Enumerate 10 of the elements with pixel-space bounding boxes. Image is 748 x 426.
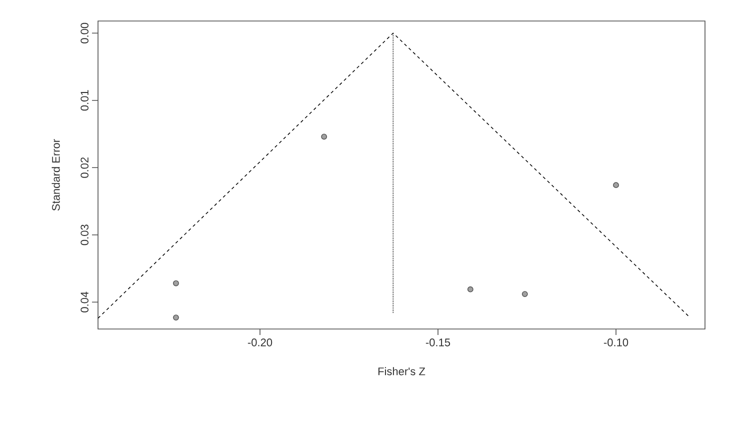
x-tick-label: -0.15	[426, 338, 450, 346]
x-tick-label: -0.10	[604, 338, 628, 346]
y-tick-label: 0.03	[80, 224, 88, 246]
y-tick-label: 0.02	[80, 157, 88, 178]
x-axis-title: Fisher's Z	[378, 367, 426, 376]
y-axis-title: Standard Error	[52, 139, 60, 211]
y-tick-label: 0.00	[80, 22, 88, 44]
y-tick-label: 0.04	[80, 292, 88, 312]
x-tick-label: -0.20	[248, 338, 272, 346]
y-tick-label: 0.01	[80, 90, 88, 111]
